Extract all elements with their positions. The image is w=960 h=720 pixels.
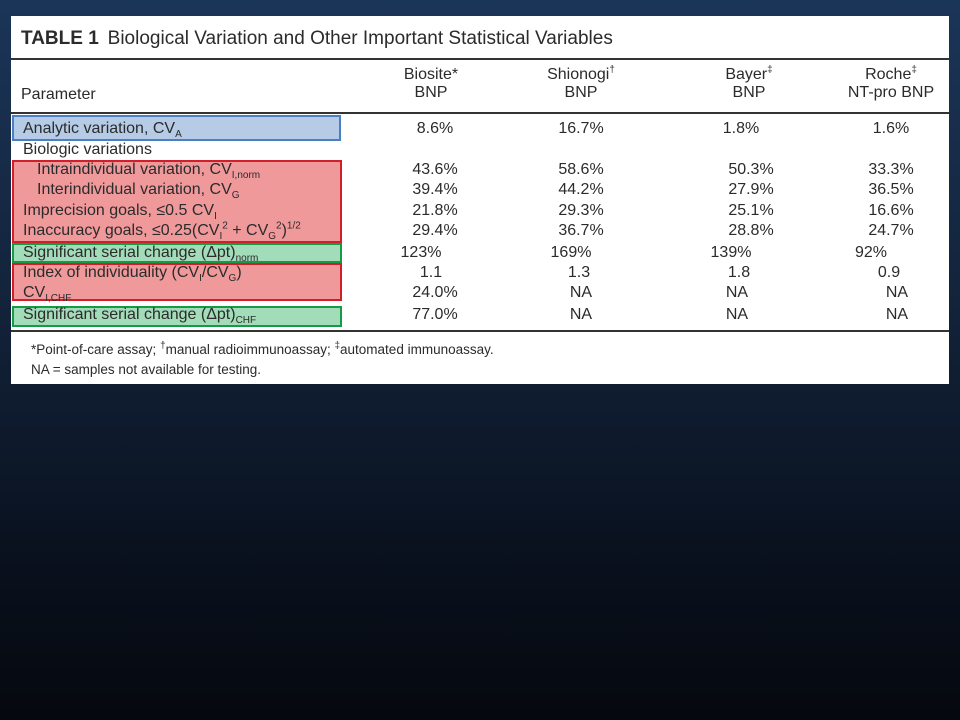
header-shionogi: Shionogi† BNP: [547, 64, 615, 101]
cell-cvchf-shionogi: NA: [569, 284, 593, 301]
cell-inter-shionogi: 44.2%: [558, 181, 604, 198]
cell-individuality-shionogi: 1.3: [567, 264, 591, 281]
header-bayer: Bayer‡ BNP: [725, 64, 773, 101]
row-label-interindividual: Interindividual variation, CVG: [37, 181, 240, 202]
cell-inaccuracy-bayer: 28.8%: [728, 222, 774, 239]
footnote-na: NA = samples not available for testing.: [31, 362, 262, 377]
cell-inaccuracy-biosite: 29.4%: [412, 222, 458, 239]
cell-serialchf-roche: NA: [885, 306, 909, 323]
cell-cvchf-biosite: 24.0%: [412, 284, 458, 301]
cell-imprecision-shionogi: 29.3%: [558, 202, 604, 219]
row-label-serial-chf: Significant serial change (Δpt)CHF: [23, 306, 257, 327]
row-label-analytic: Analytic variation, CVA: [23, 120, 182, 141]
cell-individuality-roche: 0.9: [877, 264, 901, 281]
cell-serialchf-shionogi: NA: [569, 306, 593, 323]
header-parameter: Parameter: [21, 86, 96, 103]
highlight-box-analytic: [12, 115, 341, 141]
cell-imprecision-roche: 16.6%: [868, 202, 914, 219]
cell-inter-roche: 36.5%: [868, 181, 914, 198]
cell-serialnorm-bayer: 139%: [710, 244, 752, 261]
highlight-box-serial-norm: [12, 243, 342, 263]
cell-intra-bayer: 50.3%: [728, 161, 774, 178]
cell-serialchf-biosite: 77.0%: [412, 306, 458, 323]
footnote-assays: *Point-of-care assay; †manual radioimmun…: [31, 340, 494, 357]
row-label-serial-norm: Significant serial change (Δpt)norm: [23, 244, 259, 265]
cell-analytic-biosite: 8.6%: [416, 120, 454, 137]
table-number: TABLE 1: [21, 28, 99, 49]
header-roche: Roche‡ NT-pro BNP: [847, 64, 935, 101]
title-rule: [11, 58, 949, 60]
cell-inter-bayer: 27.9%: [728, 181, 774, 198]
cell-analytic-shionogi: 16.7%: [558, 120, 604, 137]
cell-serialchf-bayer: NA: [725, 306, 749, 323]
cell-serialnorm-biosite: 123%: [400, 244, 442, 261]
cell-intra-shionogi: 58.6%: [558, 161, 604, 178]
row-label-imprecision: Imprecision goals, ≤0.5 CVI: [23, 202, 217, 223]
bottom-rule: [11, 330, 949, 332]
cell-inter-biosite: 39.4%: [412, 181, 458, 198]
cell-imprecision-biosite: 21.8%: [412, 202, 458, 219]
row-label-intraindividual: Intraindividual variation, CVI,norm: [37, 161, 261, 182]
row-label-cv-chf: CVI,CHF: [23, 284, 72, 305]
highlight-box-individuality: [12, 263, 342, 301]
cell-serialnorm-roche: 92%: [854, 244, 888, 261]
highlight-box-serial-chf: [12, 306, 342, 327]
cell-analytic-bayer: 1.8%: [722, 120, 760, 137]
cell-imprecision-bayer: 25.1%: [728, 202, 774, 219]
cell-cvchf-roche: NA: [885, 284, 909, 301]
cell-analytic-roche: 1.6%: [872, 120, 910, 137]
cell-individuality-biosite: 1.1: [419, 264, 443, 281]
cell-inaccuracy-roche: 24.7%: [868, 222, 914, 239]
row-label-biologic: Biologic variations: [23, 141, 152, 158]
table-caption: Biological Variation and Other Important…: [107, 28, 613, 49]
row-label-individuality: Index of individuality (CVI/CVG): [23, 264, 242, 285]
header-rule: [11, 112, 949, 114]
table-title: TABLE 1 Biological Variation and Other I…: [21, 28, 613, 49]
table-figure: TABLE 1 Biological Variation and Other I…: [11, 16, 949, 384]
cell-individuality-bayer: 1.8: [727, 264, 751, 281]
header-biosite: Biosite* BNP: [403, 66, 459, 101]
cell-cvchf-bayer: NA: [725, 284, 749, 301]
row-label-inaccuracy: Inaccuracy goals, ≤0.25(CVI2 + CVG2)1/2: [23, 220, 301, 243]
cell-intra-roche: 33.3%: [868, 161, 914, 178]
cell-serialnorm-shionogi: 169%: [550, 244, 592, 261]
cell-inaccuracy-shionogi: 36.7%: [558, 222, 604, 239]
highlight-box-biologic: [12, 160, 342, 243]
cell-intra-biosite: 43.6%: [412, 161, 458, 178]
